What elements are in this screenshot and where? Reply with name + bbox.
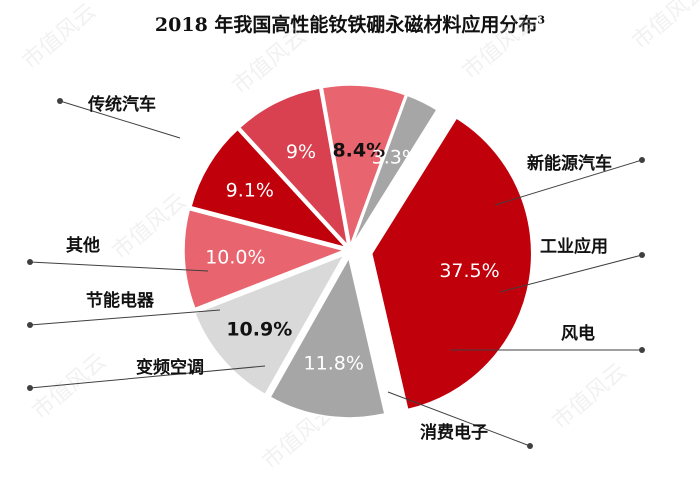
leader-line-traditional-auto xyxy=(59,100,181,139)
pie-slice-energy-saving-appliance xyxy=(321,84,407,248)
category-label-new-energy-auto: 新能源汽车 xyxy=(527,153,612,174)
leader-dot-other xyxy=(27,259,33,265)
leader-dot-energy-saving-appliance xyxy=(27,322,33,328)
title-footnote-mark: 3 xyxy=(537,13,546,27)
watermark-text: 市值风云 xyxy=(228,24,311,100)
leader-dot-consumer-electronics xyxy=(527,443,533,449)
value-label-wind-power: 10.0% xyxy=(205,247,265,269)
pie-slice-traditional-auto xyxy=(370,116,533,411)
leader-line-consumer-electronics xyxy=(387,391,531,447)
category-label-wind-power: 风电 xyxy=(561,323,595,344)
leader-dot-wind-power xyxy=(639,347,645,353)
value-label-new-energy-auto: 11.8% xyxy=(304,352,364,374)
value-label-industrial: 10.9% xyxy=(226,319,292,341)
pie-slices xyxy=(183,84,533,419)
pie-slice-wind-power xyxy=(183,208,347,310)
watermark-text: 市值风云 xyxy=(108,189,191,265)
value-label-energy-saving-appliance: 8.4% xyxy=(332,139,385,161)
chart-title: 2018 年我国高性能钕铁硼永磁材料应用分布3 xyxy=(0,10,700,37)
value-labels: 37.5% 11.8% 10.9% 10.0% 9.1% 9% 8.4%3.3% xyxy=(205,139,500,374)
pie-slice-other xyxy=(351,94,439,246)
category-label-industrial: 工业应用 xyxy=(540,236,608,257)
pie-slice-consumer-electronics xyxy=(190,128,348,249)
leader-line-new-energy-auto xyxy=(494,159,643,206)
pie-slice-inverter-ac xyxy=(238,87,349,248)
watermark-text: 市值风云 xyxy=(548,359,631,435)
value-label-inverter-ac: 9% xyxy=(286,141,316,163)
leader-dot-new-energy-auto xyxy=(639,157,645,163)
category-label-energy-saving-appliance: 节能电器 xyxy=(86,290,155,311)
watermark-text: 市值风云 xyxy=(18,0,101,75)
leader-dot-traditional-auto xyxy=(57,98,63,104)
leader-line-other xyxy=(29,261,209,272)
value-label-traditional-auto: 37.5% xyxy=(439,260,499,282)
category-label-other: 其他 xyxy=(66,235,100,256)
leader-line-energy-saving-appliance xyxy=(29,309,221,326)
leader-line-industrial xyxy=(499,254,643,293)
watermark-text: 市值风云 xyxy=(458,9,541,85)
leader-dot-inverter-ac xyxy=(27,385,33,391)
category-label-consumer-electronics: 消费电子 xyxy=(420,422,488,443)
category-label-inverter-ac: 变频空调 xyxy=(136,357,204,378)
pie-slice-industrial xyxy=(193,253,346,396)
leader-line-inverter-ac xyxy=(29,365,266,389)
watermark-text: 市值风云 xyxy=(628,0,700,55)
leader-dot-industrial xyxy=(639,252,645,258)
pie-slice-new-energy-auto xyxy=(269,255,386,419)
leader-lines xyxy=(27,98,645,449)
value-label-other: 3.3% xyxy=(372,146,420,168)
category-label-traditional-auto: 传统汽车 xyxy=(87,94,156,115)
value-label-consumer-electronics: 9.1% xyxy=(226,180,274,202)
chart-title-text: 2018 年我国高性能钕铁硼永磁材料应用分布 xyxy=(154,14,538,36)
